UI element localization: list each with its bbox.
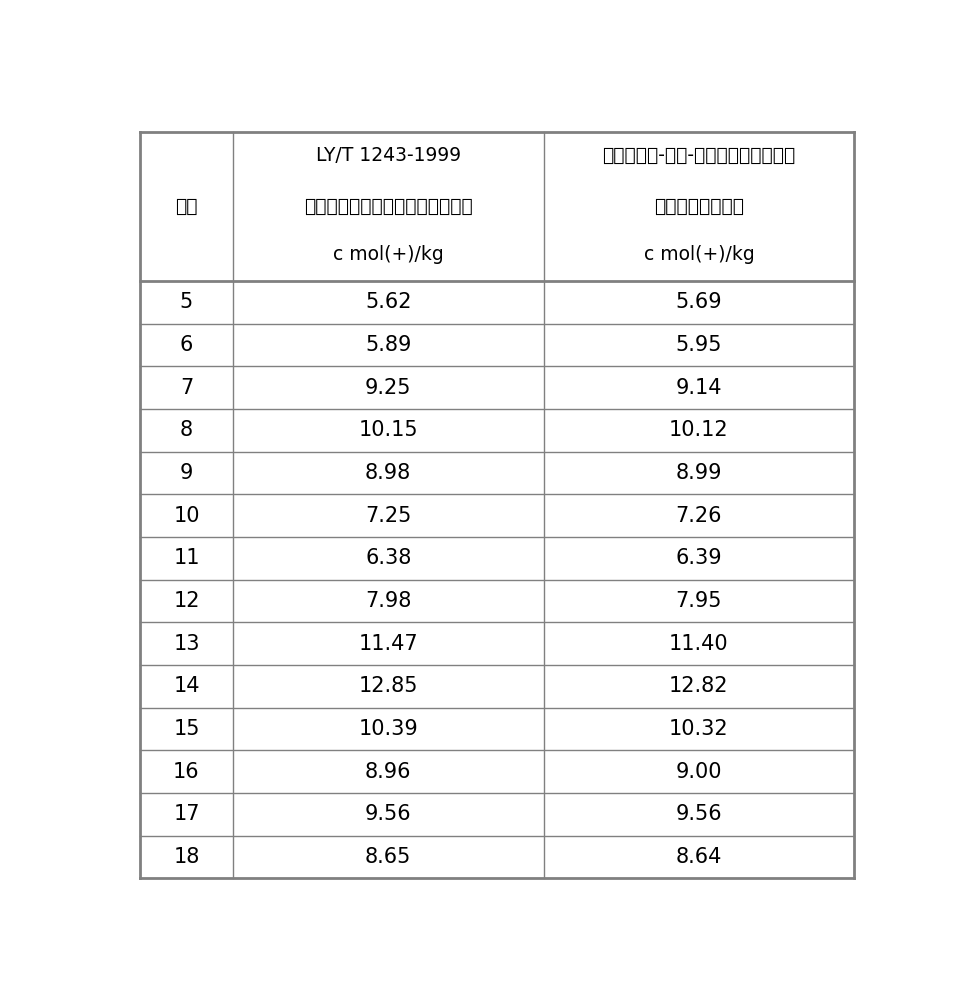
Text: 16: 16 <box>173 762 200 782</box>
Text: 中的阳离子交换量: 中的阳离子交换量 <box>653 197 743 216</box>
Text: 8.96: 8.96 <box>364 762 411 782</box>
Text: 8.98: 8.98 <box>364 463 411 483</box>
Text: 5: 5 <box>179 292 193 312</box>
Text: 11.40: 11.40 <box>669 634 728 654</box>
Text: 10: 10 <box>173 506 200 526</box>
Text: 8.99: 8.99 <box>675 463 721 483</box>
Text: 10.39: 10.39 <box>358 719 418 739</box>
Text: 9.56: 9.56 <box>364 804 411 824</box>
Text: c mol(+)/kg: c mol(+)/kg <box>642 245 754 264</box>
Text: 5.89: 5.89 <box>364 335 411 355</box>
Text: 8.64: 8.64 <box>675 847 721 867</box>
Text: 12.85: 12.85 <box>359 676 418 696</box>
Text: 9.56: 9.56 <box>674 804 722 824</box>
Text: 样品: 样品 <box>175 197 198 216</box>
Text: 6.38: 6.38 <box>364 548 411 568</box>
Text: 10.12: 10.12 <box>669 420 728 440</box>
Text: 18: 18 <box>173 847 200 867</box>
Text: 6.39: 6.39 <box>674 548 722 568</box>
Text: c mol(+)/kg: c mol(+)/kg <box>332 245 443 264</box>
Text: 8.65: 8.65 <box>364 847 411 867</box>
Text: 8: 8 <box>179 420 193 440</box>
Text: 7: 7 <box>179 378 193 398</box>
Text: 12.82: 12.82 <box>669 676 728 696</box>
Text: 11: 11 <box>173 548 200 568</box>
Text: 9.00: 9.00 <box>675 762 721 782</box>
Text: 7.95: 7.95 <box>675 591 721 611</box>
Text: 9: 9 <box>179 463 193 483</box>
Text: 7.26: 7.26 <box>675 506 721 526</box>
Text: 7.98: 7.98 <box>364 591 411 611</box>
Text: 17: 17 <box>173 804 200 824</box>
Text: LY/T 1243-1999: LY/T 1243-1999 <box>315 146 460 165</box>
Text: 12: 12 <box>173 591 200 611</box>
Text: 13: 13 <box>173 634 200 654</box>
Text: 《森林土壤阳离子交换量的测定》: 《森林土壤阳离子交换量的测定》 <box>303 197 472 216</box>
Text: 14: 14 <box>173 676 200 696</box>
Text: 10.32: 10.32 <box>669 719 728 739</box>
Text: 7.25: 7.25 <box>364 506 411 526</box>
Text: 9.25: 9.25 <box>364 378 411 398</box>
Text: 6: 6 <box>179 335 193 355</box>
Text: 15: 15 <box>173 719 200 739</box>
Text: 10.15: 10.15 <box>358 420 418 440</box>
Text: 9.14: 9.14 <box>675 378 721 398</box>
Text: 超声波震荡-离心-凯氏定氮法测定土壤: 超声波震荡-离心-凯氏定氮法测定土壤 <box>602 146 795 165</box>
Text: 11.47: 11.47 <box>358 634 418 654</box>
Text: 5.69: 5.69 <box>674 292 722 312</box>
Text: 5.95: 5.95 <box>675 335 721 355</box>
Text: 5.62: 5.62 <box>364 292 411 312</box>
